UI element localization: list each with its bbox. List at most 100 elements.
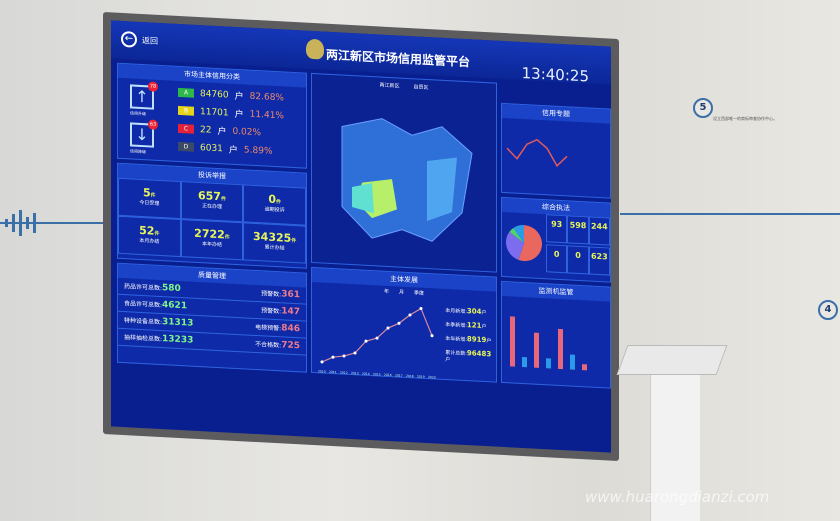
credit-grade-list: A 84760 户 82.68% B 11701 户 11.41% C 22 户 0.02% D 6031…: [168, 80, 284, 168]
complaint-stat[interactable]: 34325件 累计办结: [243, 222, 306, 264]
downgrade-label: 信用降级: [130, 148, 146, 155]
clock: 13:40:25: [521, 63, 589, 86]
legend-quarter[interactable]: 季度: [414, 290, 425, 297]
x-tick-label: 2017: [395, 373, 403, 377]
growth-stat: 本月新增:304户: [445, 306, 496, 317]
quality-value: 31313: [162, 317, 194, 329]
complaints-panel: 投诉举报 5件 今日受理 657件 正在办理 0件 逾期投诉 52件 本月办结 2722件 本年办…: [117, 162, 307, 269]
bar: [510, 316, 515, 367]
grade-unit: 户: [234, 109, 244, 121]
credit-grade-row[interactable]: A 84760 户 82.68%: [178, 86, 284, 105]
monitor-panel: 监测机监管: [501, 280, 611, 389]
stat-number: 34325: [253, 229, 292, 245]
bar: [582, 364, 587, 371]
growth-point: [397, 321, 401, 325]
stat-unit: 件: [154, 230, 160, 237]
topic-line-chart: [506, 138, 568, 168]
watermark: www.huarongdianzi.com: [585, 488, 770, 506]
stat-number: 657: [198, 188, 221, 204]
legend-month[interactable]: 月: [398, 289, 404, 296]
stat-value: 96483: [466, 349, 492, 359]
x-tick-label: 2019: [417, 374, 425, 378]
enforcement-stat[interactable]: 623: [588, 246, 610, 276]
growth-series-line: [321, 307, 433, 363]
bar: [558, 328, 563, 370]
complaint-stat[interactable]: 0件 逾期投诉: [243, 184, 306, 226]
quality-panel: 质量管理 药品许可总数:580 预警数:361 食品许可总数:4621 预警数:147…: [117, 262, 307, 373]
upgrade-label: 信用升级: [130, 110, 146, 117]
growth-point: [353, 351, 357, 355]
quality-label: 特种设备总数:: [124, 317, 163, 327]
complaint-stat[interactable]: 5件 今日受理: [118, 177, 181, 220]
wall-step-5: 5: [693, 98, 713, 118]
x-tick-label: 2018: [406, 374, 414, 378]
x-tick-label: 2012: [340, 370, 348, 374]
complaint-stat[interactable]: 2722件 本年办结: [180, 219, 244, 261]
wall-stripe: [620, 213, 840, 215]
legend-year[interactable]: 年: [383, 288, 389, 295]
district-map[interactable]: [312, 85, 498, 265]
x-tick-label: 2010: [318, 369, 326, 373]
stat-unit: 件: [291, 237, 297, 245]
stat-label: 累计总数:: [445, 349, 467, 358]
stat-number: 52: [139, 223, 155, 238]
kiosk-post: [650, 375, 700, 521]
stat-unit: 户: [481, 309, 487, 317]
credit-grade-row[interactable]: C 22 户 0.02%: [178, 122, 284, 141]
stat-unit: 件: [275, 199, 281, 206]
map-region[interactable]: [427, 156, 457, 223]
growth-stats: 本月新增:304户 本季新增:121户 本年新增:8919户 累计总数:96483户: [441, 300, 496, 383]
credit-downgrade-icon[interactable]: ↓ 63: [130, 119, 158, 148]
grade-pct: 11.41%: [249, 109, 284, 121]
warning-label: 预警数:: [261, 290, 282, 299]
warning-value: 361: [281, 289, 300, 301]
pie-slice: [513, 225, 524, 244]
growth-stat: 本季新增:121户: [445, 320, 496, 331]
grade-count: 84760: [200, 88, 229, 101]
grade-pct: 82.68%: [249, 91, 284, 103]
stat-unit: 户: [486, 338, 492, 345]
stat-unit: 件: [150, 192, 156, 199]
page-title: 两江新区市场信用监管平台: [326, 47, 471, 70]
growth-stat: 累计总数:96483 户: [445, 348, 496, 366]
x-tick-label: 2015: [373, 372, 381, 376]
growth-line-chart: 2010 2011 2012 2013 2014 2015 2016 2017 2018 2019…: [318, 306, 436, 379]
growth-stat: 本年新增:8919户: [445, 334, 496, 345]
stat-label: 本月新增:: [445, 307, 467, 316]
map-region-highlight[interactable]: [352, 182, 374, 214]
growth-point: [419, 306, 423, 310]
credit-upgrade-icon[interactable]: ↑ 78: [130, 81, 158, 110]
grade-count: 22: [200, 124, 212, 136]
complaint-stat[interactable]: 657件 正在办理: [180, 181, 244, 223]
bar: [534, 332, 539, 368]
complaint-stat[interactable]: 52件 本月办结: [118, 215, 181, 258]
quality-value: 4621: [162, 300, 188, 312]
stat-value: 304: [466, 307, 482, 316]
credit-grade-row[interactable]: D 6031 户 5.89%: [178, 140, 284, 159]
dashboard-screen: ← 返回 两江新区市场信用监管平台 13:40:25 市场主体信用分类 ↑ 78 信…: [111, 20, 611, 453]
enforcement-stat[interactable]: 93: [546, 214, 568, 244]
back-button[interactable]: ← 返回: [121, 30, 158, 49]
enforcement-pie-chart: [506, 225, 542, 262]
grade-tag: D: [178, 141, 194, 152]
upgrade-count: 78: [148, 81, 158, 92]
enforcement-panel: 综合执法 93 598 244 0 0 623: [501, 196, 611, 283]
grade-pct: 5.89%: [243, 144, 273, 157]
x-tick-label: 2014: [362, 372, 370, 376]
stat-value: 0: [553, 249, 560, 259]
stat-unit: 户: [481, 323, 487, 331]
enforcement-stat[interactable]: 598: [567, 215, 589, 245]
enforcement-stat[interactable]: 0: [546, 244, 568, 274]
kiosk-stand: [616, 345, 728, 375]
stat-value: 93: [551, 219, 563, 230]
bar: [570, 354, 575, 370]
growth-point: [331, 355, 335, 359]
credit-grade-row[interactable]: B 11701 户 11.41%: [178, 104, 284, 123]
enforcement-stat[interactable]: 244: [588, 216, 610, 246]
stat-value: 623: [590, 251, 608, 262]
grade-pct: 0.02%: [232, 126, 262, 138]
stat-label: 本年新增:: [445, 335, 467, 344]
enforcement-stat[interactable]: 0: [567, 245, 589, 275]
grade-tag: C: [178, 123, 194, 134]
bar: [546, 358, 551, 369]
